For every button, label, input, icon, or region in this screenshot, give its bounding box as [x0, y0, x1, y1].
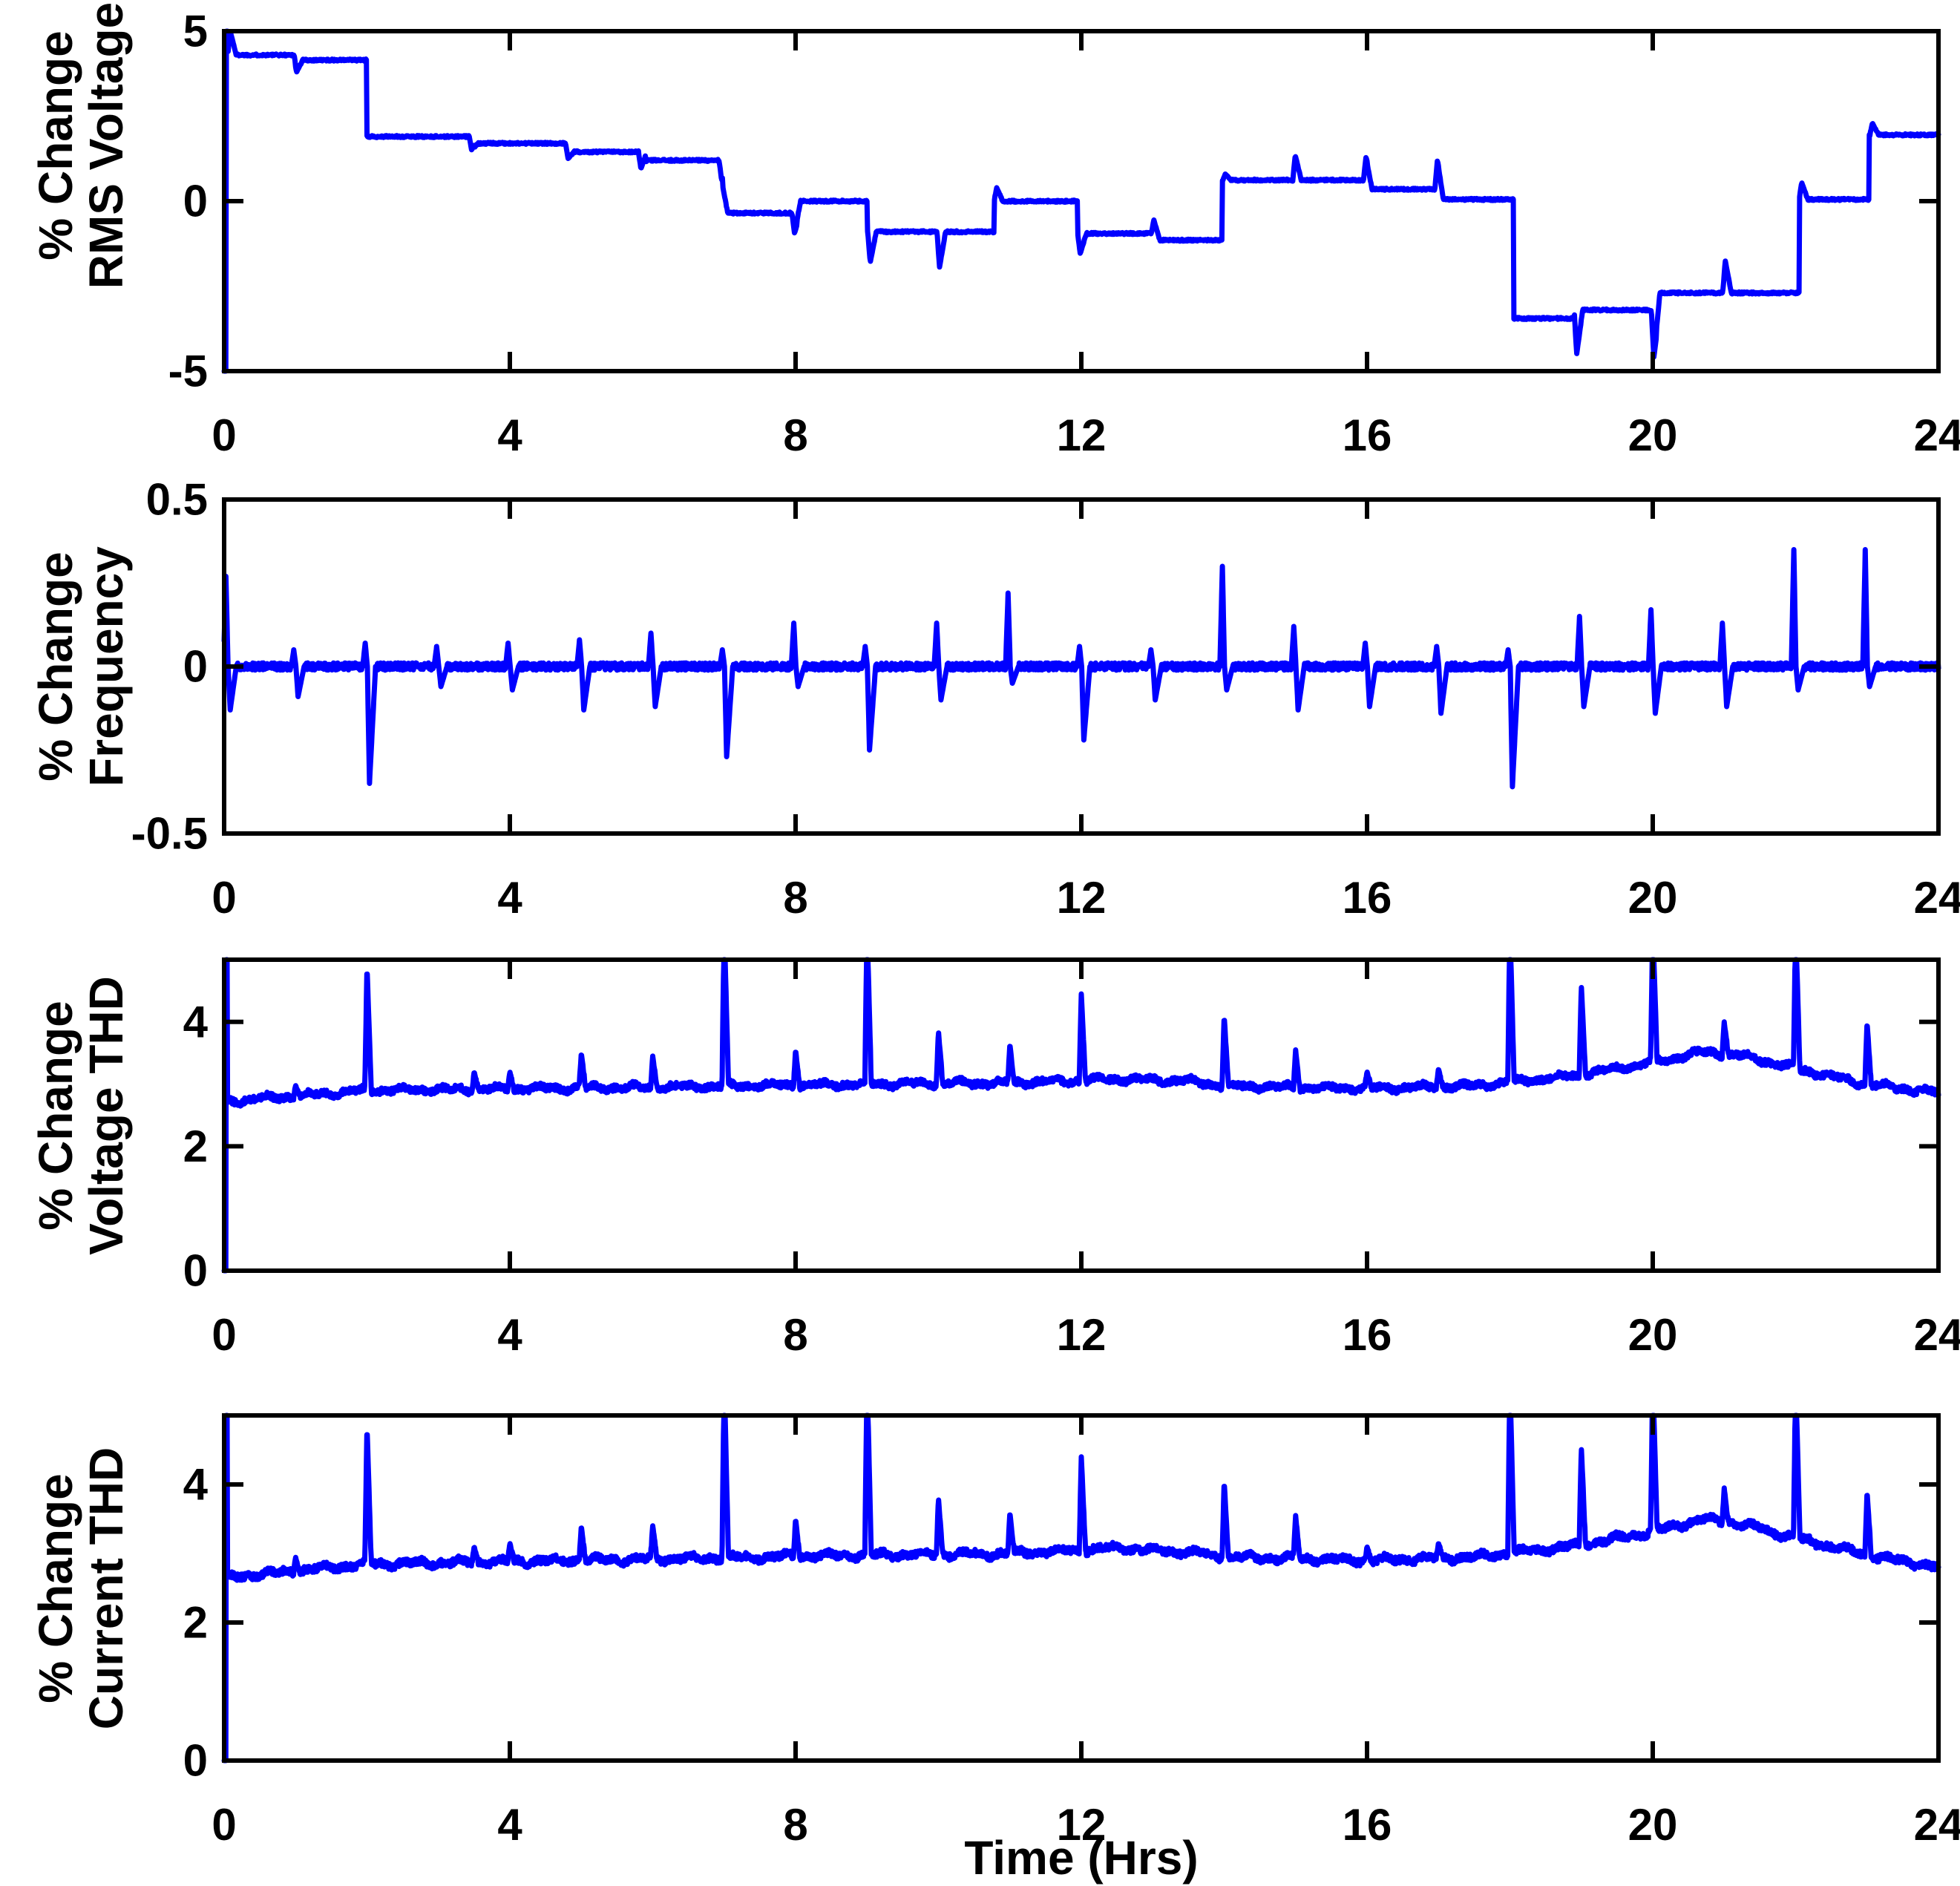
x-tick-label: 20: [1628, 1310, 1678, 1360]
x-tick-label: 8: [783, 873, 807, 923]
y-tick-label: 5: [183, 7, 208, 56]
x-tick-label: 20: [1628, 1800, 1678, 1850]
x-tick-label: 4: [497, 1800, 522, 1850]
x-tick-label: 0: [212, 1310, 236, 1360]
y-tick-label: -5: [168, 347, 208, 396]
x-tick-label: 20: [1628, 873, 1678, 923]
x-tick-label: 0: [212, 410, 236, 460]
series-line-frequency: [221, 547, 1941, 790]
series-line-current-thd: [221, 1412, 1941, 1764]
y-tick-label: 4: [183, 997, 209, 1047]
x-tick-label: 12: [1057, 1800, 1107, 1850]
x-tick-label: 20: [1628, 410, 1678, 460]
x-tick-label: 4: [497, 410, 522, 460]
x-tick-label: 0: [212, 1800, 236, 1850]
x-tick-label: 24: [1914, 873, 1960, 923]
axis-box-rms-voltage: [222, 29, 1941, 373]
x-tick-label: 8: [783, 1310, 807, 1360]
x-axis-label: Time (Hrs): [964, 1831, 1199, 1885]
y-tick-label: 0: [183, 1736, 208, 1786]
y-tick-label: 2: [183, 1598, 208, 1648]
x-tick-label: 24: [1914, 1310, 1960, 1360]
x-tick-label: 0: [212, 873, 236, 923]
y-tick-label: 2: [183, 1122, 208, 1171]
x-tick-label: 16: [1343, 1310, 1392, 1360]
x-tick-label: 12: [1057, 1310, 1107, 1360]
y-tick-label: 4: [183, 1460, 209, 1510]
x-tick-label: 24: [1914, 410, 1960, 460]
series-line-voltage-thd: [221, 957, 1941, 1274]
x-tick-label: 4: [497, 1310, 522, 1360]
x-tick-label: 16: [1343, 1800, 1392, 1850]
x-tick-label: 16: [1343, 873, 1392, 923]
y-tick-label: 0: [183, 1246, 208, 1296]
x-tick-label: 4: [497, 873, 522, 923]
x-tick-label: 12: [1057, 410, 1107, 460]
x-tick-label: 16: [1343, 410, 1392, 460]
y-tick-label: 0: [183, 642, 208, 692]
x-tick-label: 8: [783, 1800, 807, 1850]
series-line-rms-voltage: [221, 28, 1941, 374]
x-tick-label: 24: [1914, 1800, 1960, 1850]
x-tick-label: 8: [783, 410, 807, 460]
y-tick-label: -0.5: [131, 809, 208, 859]
x-tick-label: 12: [1057, 873, 1107, 923]
y-tick-label: 0: [183, 177, 208, 226]
y-tick-label: 0.5: [146, 475, 208, 525]
